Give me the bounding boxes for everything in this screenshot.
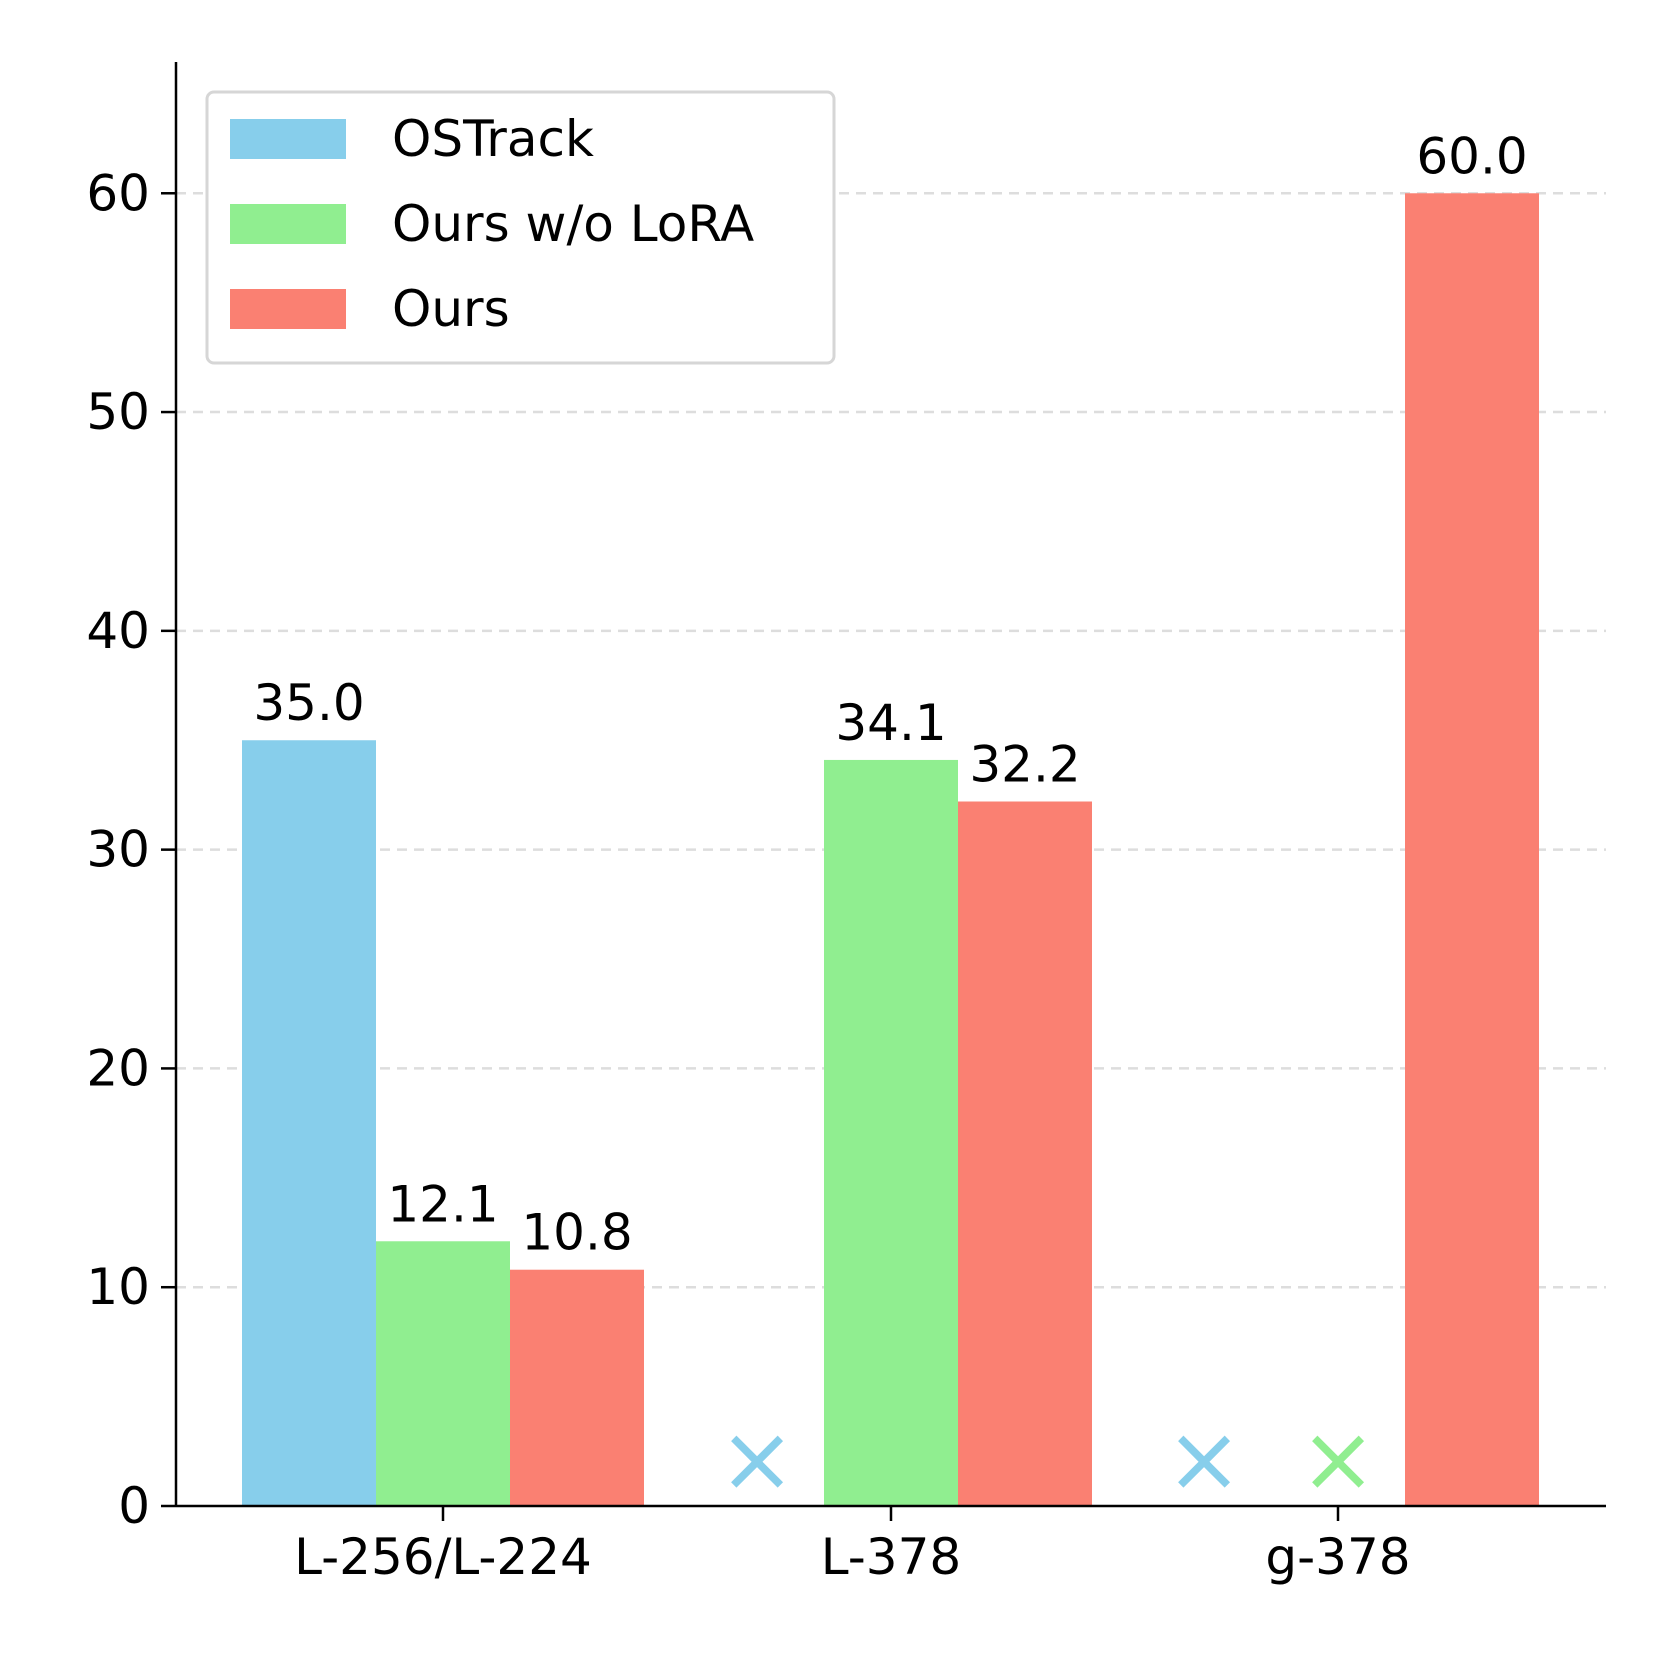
legend-label: Ours [392,280,510,338]
legend-label: OSTrack [392,110,594,168]
y-tick-label: 20 [86,1039,150,1097]
bars [242,193,1539,1507]
legend-frame [205,90,836,365]
y-tick-label: 30 [86,821,150,879]
bar-value-label: 10.8 [521,1204,632,1262]
bar [1405,193,1539,1507]
y-tick-label: 0 [118,1477,150,1535]
missing-value-marker: × [1299,1406,1376,1513]
bar-value-label: 12.1 [387,1175,498,1233]
bar [824,759,958,1506]
legend-swatch [230,204,346,244]
bar-value-label: 34.1 [835,694,946,752]
legend-swatch [230,119,346,159]
missing-value-marker: × [1165,1406,1242,1513]
y-tick-label: 50 [86,383,150,441]
missing-value-marker: × [718,1406,795,1513]
x-ticks: L-256/L-224 L-378 g-378 [294,1506,1411,1586]
y-ticks: 0 10 20 30 40 50 60 [86,164,176,1535]
x-tick-label: L-256/L-224 [294,1528,592,1586]
bar [510,1269,644,1506]
bar [242,740,376,1506]
bar-value-label: 35.0 [253,674,364,732]
x-tick-label: g-378 [1265,1528,1410,1586]
bar [958,801,1092,1506]
legend-swatch [230,289,346,329]
x-tick-label: L-378 [821,1528,961,1586]
legend-label: Ours w/o LoRA [392,195,754,253]
bar-value-label: 60.0 [1416,127,1527,185]
bar-value-label: 32.2 [969,736,1080,794]
value-labels: 35.0 12.1 10.8 34.1 32.2 60.0 [253,127,1527,1261]
legend: OSTrack Ours w/o LoRA Ours [205,90,836,365]
bar [376,1241,510,1506]
y-tick-label: 40 [86,602,150,660]
y-tick-label: 10 [86,1258,150,1316]
y-tick-label: 60 [86,164,150,222]
missing-markers: × × × [718,1406,1376,1513]
